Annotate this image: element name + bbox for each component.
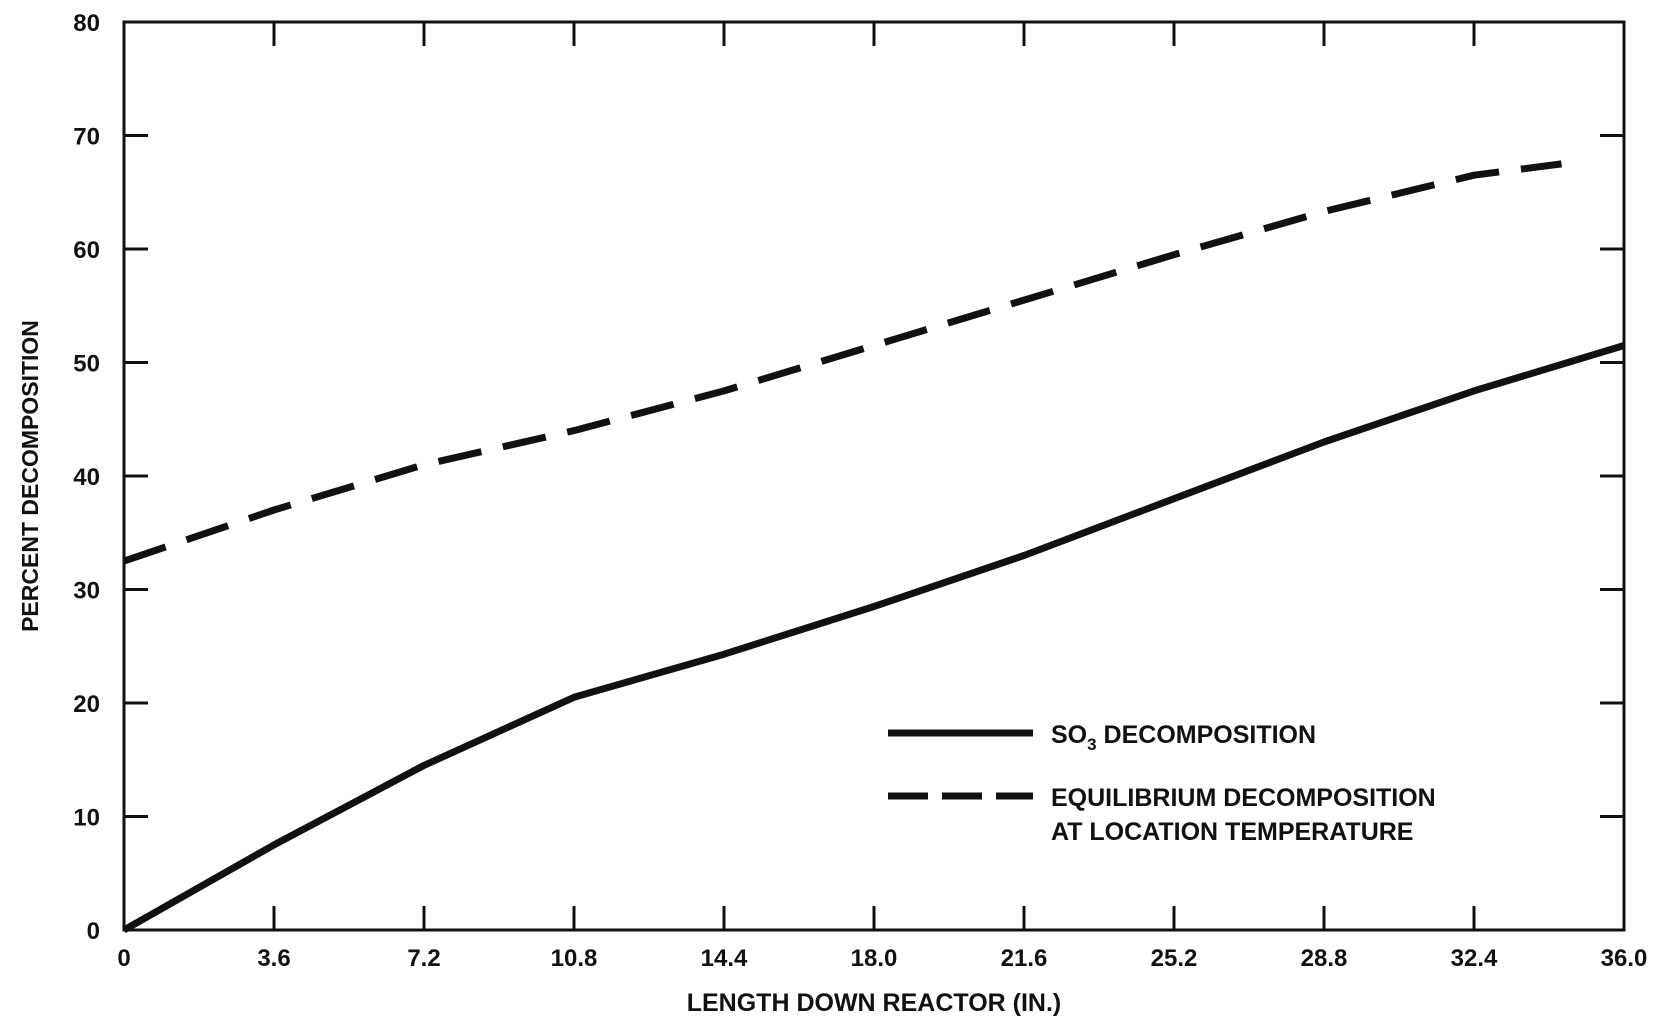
legend-label-so3: SO3 DECOMPOSITION	[1051, 721, 1316, 754]
y-axis-label: PERCENT DECOMPOSITION	[17, 320, 43, 632]
x-tick-label: 25.2	[1151, 945, 1198, 972]
series-line-equilibrium	[122, 160, 1562, 565]
legend-label-so3-rest: DECOMPOSITION	[1097, 721, 1316, 749]
series-layer	[122, 160, 1626, 934]
y-tick-label: 70	[73, 124, 100, 151]
x-tick-label: 36.0	[1601, 945, 1648, 972]
y-tick-label: 0	[87, 918, 100, 945]
plot-area: 0 3.6 7.2 10.8 14.4 18.0 21.6 25.2 28.8 32.4 36.0 …	[73, 10, 1647, 972]
x-tick-label: 0	[117, 945, 130, 972]
legend-label-equilibrium-line1: EQUILIBRIUM DECOMPOSITION	[1051, 784, 1436, 812]
y-tick-label: 80	[73, 10, 100, 37]
x-tick-label: 18.0	[851, 945, 898, 972]
y-tick-label: 20	[73, 691, 100, 718]
x-tick-label: 3.6	[257, 945, 290, 972]
x-axis-label: LENGTH DOWN REACTOR (IN.)	[687, 989, 1062, 1017]
x-tick-label: 28.8	[1301, 945, 1348, 972]
x-tick-label: 32.4	[1451, 945, 1498, 972]
y-tick-label: 40	[73, 464, 100, 491]
legend-label-so3-base: SO	[1051, 721, 1087, 749]
y-axis-ticks: 0 10 20 30 40 50 60 70 80	[73, 10, 1624, 945]
y-tick-label: 10	[73, 805, 100, 832]
x-axis-ticks: 0 3.6 7.2 10.8 14.4 18.0 21.6 25.2 28.8 32.4 36.0	[117, 22, 1647, 972]
legend-label-equilibrium-line2: AT LOCATION TEMPERATURE	[1051, 818, 1413, 846]
x-tick-label: 14.4	[701, 945, 748, 972]
series-line-so3	[122, 342, 1626, 934]
y-tick-label: 60	[73, 237, 100, 264]
legend: SO3 DECOMPOSITION EQUILIBRIUM DECOMPOSIT…	[888, 721, 1436, 846]
x-tick-label: 21.6	[1001, 945, 1048, 972]
y-tick-label: 30	[73, 578, 100, 605]
x-tick-label: 10.8	[551, 945, 598, 972]
legend-label-so3-subscript: 3	[1087, 735, 1096, 754]
y-tick-label: 50	[73, 351, 100, 378]
x-tick-label: 7.2	[407, 945, 440, 972]
